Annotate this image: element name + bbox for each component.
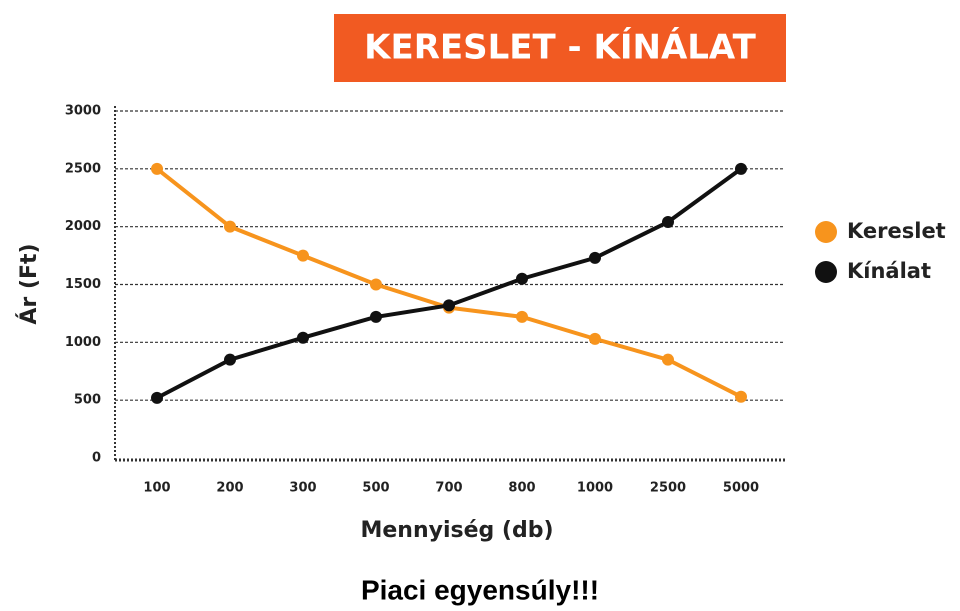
point bbox=[516, 310, 528, 323]
y-tick-label: 0 bbox=[92, 451, 101, 466]
legend-label: Kínálat bbox=[847, 259, 931, 283]
x-tick-label: 300 bbox=[289, 481, 316, 496]
y-tick-label: 1000 bbox=[65, 335, 101, 350]
y-tick-label: 2500 bbox=[65, 161, 101, 176]
point bbox=[151, 162, 163, 175]
legend-marker bbox=[815, 221, 837, 243]
point bbox=[370, 278, 382, 291]
x-tick-label: 200 bbox=[216, 481, 243, 496]
x-tick-label: 5000 bbox=[723, 481, 759, 496]
point bbox=[516, 272, 528, 285]
y-tick-label: 2000 bbox=[65, 219, 101, 234]
point bbox=[370, 310, 382, 323]
x-tick-label: 500 bbox=[362, 481, 389, 496]
caption: Piaci egyensúly!!! bbox=[361, 574, 599, 605]
title-box bbox=[334, 14, 786, 82]
point bbox=[224, 220, 236, 233]
legend-label: Kereslet bbox=[847, 219, 946, 243]
x-tick-label: 100 bbox=[143, 481, 170, 496]
x-tick-label: 2500 bbox=[650, 481, 686, 496]
point bbox=[662, 216, 674, 229]
point bbox=[297, 331, 309, 344]
point bbox=[297, 249, 309, 262]
x-tick-label: 1000 bbox=[577, 481, 613, 496]
x-tick-label: 700 bbox=[435, 481, 462, 496]
legend-marker bbox=[815, 261, 837, 283]
series-line bbox=[155, 167, 742, 399]
chart-title: KERESLET - KÍNÁLAT bbox=[364, 27, 756, 68]
y-tick-label: 3000 bbox=[65, 104, 101, 119]
point bbox=[662, 353, 674, 366]
point bbox=[224, 353, 236, 366]
y-tick-label: 500 bbox=[74, 393, 101, 408]
point bbox=[443, 299, 455, 312]
series-line bbox=[156, 167, 743, 400]
x-tick-label: 800 bbox=[508, 481, 535, 496]
x-axis-label: Mennyiség (db) bbox=[360, 518, 553, 543]
point bbox=[589, 332, 601, 345]
point bbox=[589, 251, 601, 264]
point bbox=[735, 390, 747, 403]
y-tick-label: 1500 bbox=[65, 277, 101, 292]
point bbox=[151, 391, 163, 404]
point bbox=[735, 162, 747, 175]
y-axis-label: Ár (Ft) bbox=[16, 243, 42, 324]
